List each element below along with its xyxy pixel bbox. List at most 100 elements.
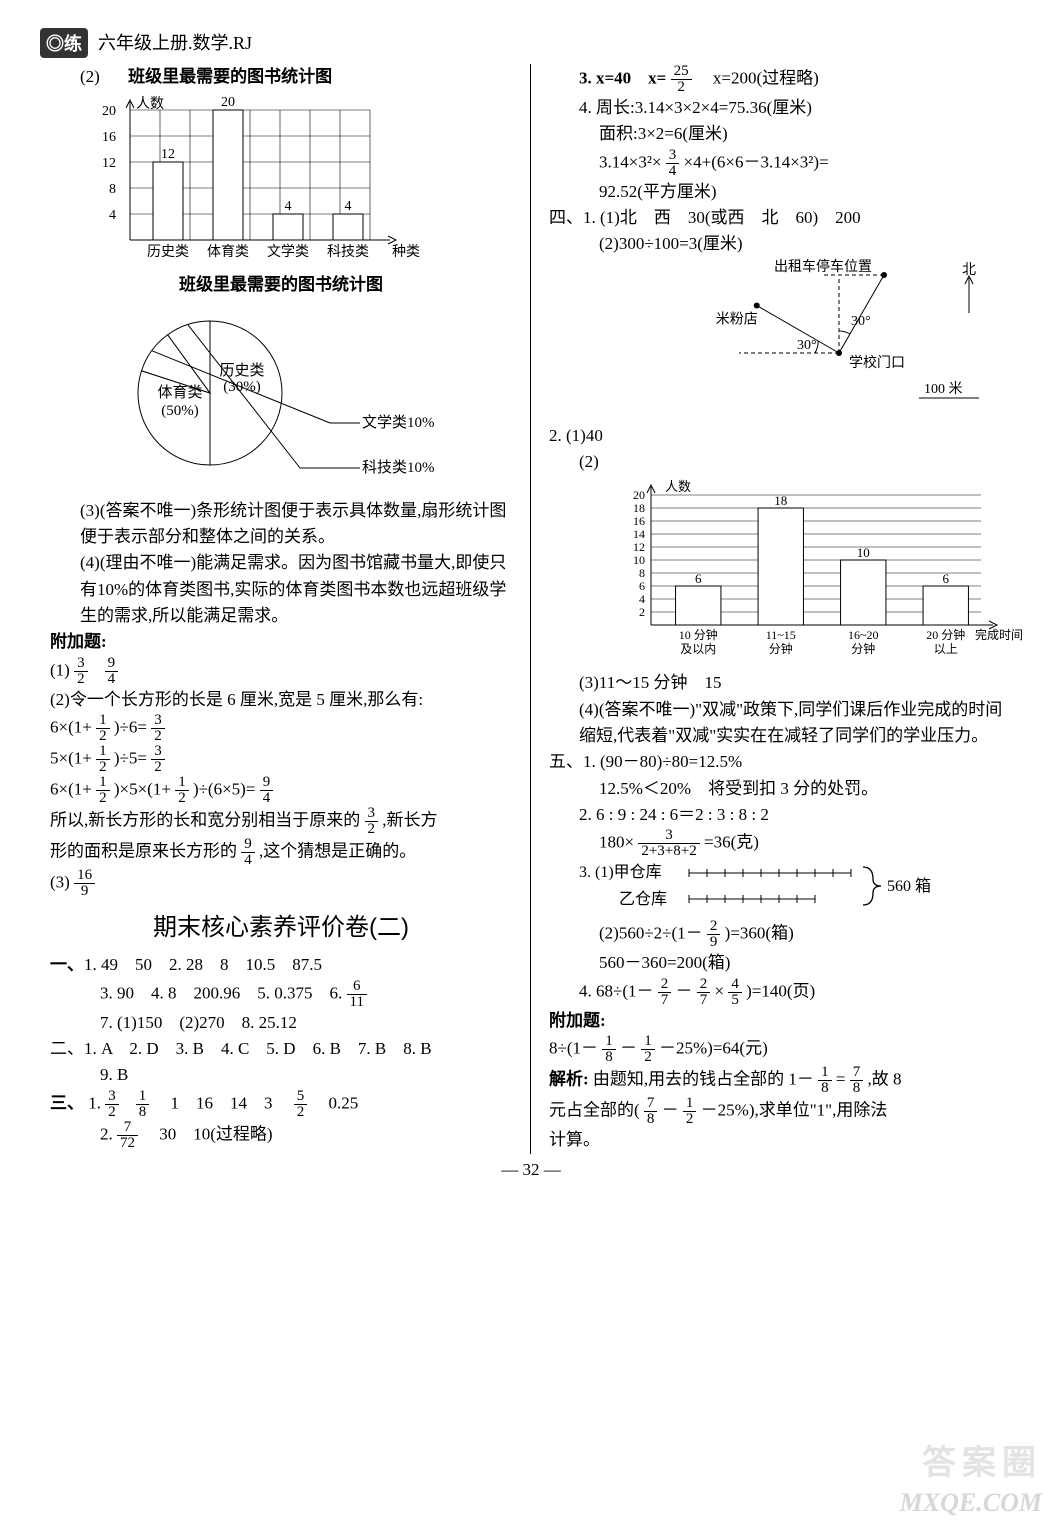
analysis-label: 解析: <box>549 1070 589 1089</box>
anb: ,故 8 <box>868 1070 902 1089</box>
sec4-l2: (2)300÷100=3(厘米) <box>549 231 1012 257</box>
svg-text:6: 6 <box>943 571 950 586</box>
svg-text:以上: 以上 <box>934 642 958 656</box>
svg-text:10: 10 <box>633 553 645 567</box>
e2c2b: ,这个猜想是正确的。 <box>259 842 416 861</box>
svg-text:12: 12 <box>161 147 175 162</box>
s5l2ba: 180× <box>599 833 634 852</box>
q2-label: (2) <box>80 67 100 86</box>
svg-text:14: 14 <box>633 527 645 541</box>
sec3-1t: 0.25 <box>312 1093 359 1112</box>
e2c1f: 32 <box>365 806 379 837</box>
e2l3a: 6×(1+ <box>50 780 92 799</box>
sec3-1mid: 1 16 14 3 <box>154 1093 290 1112</box>
sec3-1p: 1. <box>88 1093 105 1112</box>
ana: 由题知,用去的钱占全部的 1－ <box>593 1070 814 1089</box>
sec1-l2a: 3. 90 4. 8 200.96 5. 0.375 6. <box>100 983 347 1002</box>
sec3-1f3: 52 <box>294 1089 308 1120</box>
pie-chart-title: 班级里最需要的图书统计图 <box>50 272 512 298</box>
rextra-title: 附加题: <box>549 1008 1012 1034</box>
svg-text:10 分钟: 10 分钟 <box>679 627 718 642</box>
e2l3b: )×5×(1+ <box>114 780 171 799</box>
s5l1: 五、1. (90－80)÷80=12.5% <box>549 749 1012 775</box>
an3: 计算。 <box>549 1127 1012 1153</box>
svg-text:11~15: 11~15 <box>766 628 796 642</box>
svg-text:体育类: 体育类 <box>207 244 249 260</box>
sec3-2t: 30 10(过程略) <box>142 1124 272 1143</box>
an2m: － <box>662 1101 679 1120</box>
s54f2: 27 <box>697 977 711 1008</box>
svg-text:30°: 30° <box>797 338 817 353</box>
svg-text:3. (1)甲仓库: 3. (1)甲仓库 <box>579 863 662 881</box>
svg-text:10: 10 <box>857 545 870 560</box>
svg-text:米粉店: 米粉店 <box>716 311 758 327</box>
svg-text:人数: 人数 <box>665 479 691 494</box>
svg-text:完成时间: 完成时间 <box>975 627 1023 642</box>
svg-text:分钟: 分钟 <box>851 641 875 656</box>
e2l2b: )÷5= <box>114 749 147 768</box>
svg-text:学校门口: 学校门口 <box>849 354 905 371</box>
watermark-bottom: MXQE.COM <box>900 1488 1042 1518</box>
warehouse-diagram: 3. (1)甲仓库乙仓库560 箱 <box>549 859 1012 919</box>
svg-text:6: 6 <box>695 571 702 586</box>
svg-text:18: 18 <box>774 493 787 508</box>
svg-text:4: 4 <box>109 208 116 223</box>
sec1-l1: 1. 49 50 2. 28 8 10.5 87.5 <box>84 955 322 974</box>
svg-text:16: 16 <box>633 514 645 528</box>
sec4-l1: 四、1. (1)北 西 30(或西 北 60) 200 <box>549 205 1012 231</box>
e2l1r: 32 <box>151 713 165 744</box>
anf1: 18 <box>818 1065 832 1096</box>
sec2: 二、1. A 2. D 3. B 4. C 5. D 6. B 7. B 8. … <box>50 1036 512 1062</box>
sec1-l2f: 611 <box>347 979 367 1010</box>
s54m: － <box>676 981 693 1000</box>
rq3f: 252 <box>671 64 692 95</box>
svg-text:12: 12 <box>633 540 645 554</box>
bar-chart-title: 班级里最需要的图书统计图 <box>128 67 332 86</box>
svg-text:16~20: 16~20 <box>848 628 879 642</box>
s5l2bf: 32+3+8+2 <box>638 828 699 859</box>
rq3line: (3)11～15 分钟 15 <box>549 670 1012 696</box>
sec1-label: 一、 <box>50 955 84 974</box>
bar-chart-1-svg: 48121620人数种类12历史类20体育类4文学类4科技类 <box>80 90 440 270</box>
e2c2f: 94 <box>241 837 255 868</box>
svg-text:出租车停车位置: 出租车停车位置 <box>774 258 872 275</box>
e2l2f: 12 <box>96 744 110 775</box>
svg-text:30°: 30° <box>851 314 871 329</box>
svg-text:100 米: 100 米 <box>924 381 963 397</box>
s5l2bb: =36(克) <box>704 833 759 852</box>
an2a: 元占全部的( <box>549 1101 640 1120</box>
e2l3c: )÷(6×5)= <box>193 780 256 799</box>
svg-text:科技类10%: 科技类10% <box>362 459 435 476</box>
s53cf: 29 <box>707 919 721 950</box>
s54f1: 27 <box>658 977 672 1008</box>
sec3-1f2: 18 <box>136 1089 150 1120</box>
exam-title: 期末核心素养评价卷(二) <box>50 909 512 946</box>
rq3a: 3. x=40 x= <box>579 68 666 87</box>
rq4l2: 面积:3×2=6(厘米) <box>549 121 1012 147</box>
s54f3: 45 <box>728 977 742 1008</box>
q4-text: (4)(理由不唯一)能满足需求。因为图书馆藏书量大,即使只有10%的体育类图书,… <box>50 550 512 629</box>
aneq: = <box>836 1070 846 1089</box>
e2l1a: 6×(1+ <box>50 718 92 737</box>
svg-text:分钟: 分钟 <box>769 641 793 656</box>
e2l1b: )÷6= <box>114 718 147 737</box>
left-column: (2) 班级里最需要的图书统计图 48121620人数种类12历史类20体育类4… <box>40 64 531 1154</box>
svg-text:8: 8 <box>109 182 116 197</box>
svg-text:20 分钟: 20 分钟 <box>926 627 965 642</box>
svg-text:历史类: 历史类 <box>219 362 264 379</box>
rq22l: (2) <box>579 452 599 471</box>
svg-text:4: 4 <box>285 199 292 214</box>
e2c2a: 形的面积是原来长方形的 <box>50 842 237 861</box>
rq4l1: 4. 周长:3.14×3×2×4=75.36(厘米) <box>549 95 1012 121</box>
sec2b: 9. B <box>50 1062 512 1088</box>
svg-text:种类: 种类 <box>392 244 420 260</box>
svg-text:8: 8 <box>639 566 645 580</box>
an2b: －25%),求单位"1",用除法 <box>701 1101 888 1120</box>
e2l3f2: 12 <box>175 775 189 806</box>
q3-text: (3)(答案不唯一)条形统计图便于表示具体数量,扇形统计图便于表示部分和整体之间… <box>50 498 512 551</box>
watermark-top: 答案圈 <box>922 1435 1042 1484</box>
svg-text:文学类: 文学类 <box>267 244 309 260</box>
svg-text:文学类10%: 文学类10% <box>362 414 435 431</box>
rq3b: x=200(过程略) <box>696 68 819 87</box>
rq4text: (4)(答案不唯一)"双减"政策下,同学们课后作业完成的时间缩短,代表着"双减"… <box>549 697 1012 750</box>
